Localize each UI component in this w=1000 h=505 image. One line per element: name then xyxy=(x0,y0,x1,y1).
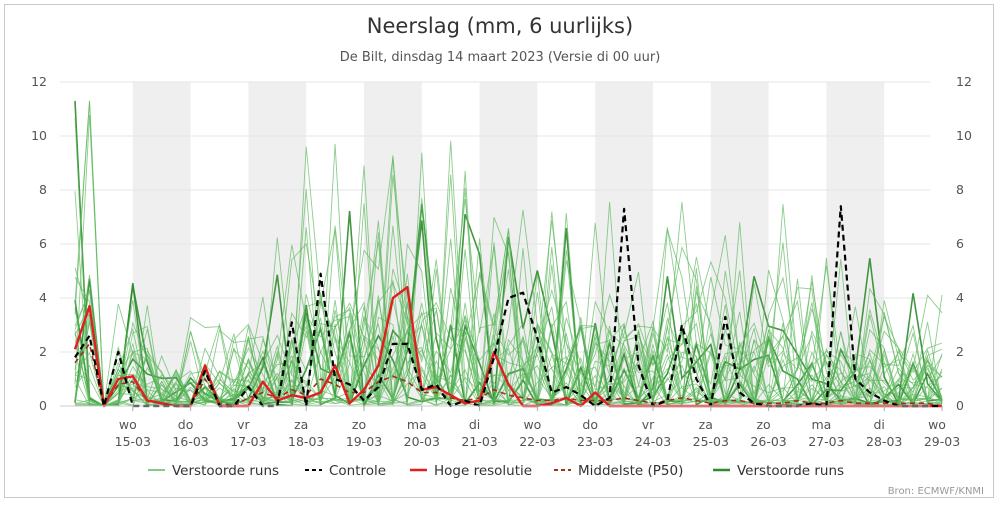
x-tick-date: 23-03 xyxy=(577,434,613,449)
ensemble-member-line xyxy=(74,248,943,407)
x-tick-date: 21-03 xyxy=(461,434,497,449)
x-tick-day: di xyxy=(873,417,884,432)
x-tick-day: zo xyxy=(352,417,366,432)
y-tick-label-right: 12 xyxy=(956,74,972,89)
ensemble-member-line xyxy=(74,170,943,407)
x-tick-day: zo xyxy=(756,417,770,432)
chart-title: Neerslag (mm, 6 uurlijks) xyxy=(367,14,633,38)
y-tick-label-right: 0 xyxy=(956,398,964,413)
axes: 0 0 2 2 4 4 6 6 8 8 10 10 12 12 wo 15-03 do 16-03 vr 17-03 z… xyxy=(31,74,972,449)
y-tick-label-left: 4 xyxy=(39,290,47,305)
x-tick-date: 18-03 xyxy=(288,434,324,449)
x-tick-day: wo xyxy=(119,417,137,432)
x-tick-date: 29-03 xyxy=(924,434,960,449)
legend-label: Controle xyxy=(329,463,386,479)
x-tick-day: wo xyxy=(523,417,541,432)
x-tick-date: 28-03 xyxy=(866,434,902,449)
y-tick-label-left: 12 xyxy=(31,74,47,89)
x-tick-date: 25-03 xyxy=(693,434,729,449)
x-tick-date: 26-03 xyxy=(750,434,786,449)
y-tick-label-right: 2 xyxy=(956,344,964,359)
y-tick-label-right: 8 xyxy=(956,182,964,197)
ensemble-member-line xyxy=(74,203,943,407)
x-tick-date: 24-03 xyxy=(635,434,671,449)
x-tick-day: wo xyxy=(928,417,946,432)
ensemble-member-line xyxy=(74,201,943,407)
x-tick-day: za xyxy=(699,417,713,432)
x-tick-day: di xyxy=(469,417,480,432)
x-tick-date: 22-03 xyxy=(519,434,555,449)
x-tick-day: ma xyxy=(407,417,427,432)
legend-label: Verstoorde runs xyxy=(172,463,279,479)
legend-label: Verstoorde runs xyxy=(737,463,844,479)
x-tick-day: do xyxy=(582,417,598,432)
x-tick-day: ma xyxy=(811,417,831,432)
x-tick-date: 17-03 xyxy=(230,434,266,449)
chart-subtitle: De Bilt, dinsdag 14 maart 2023 (Versie d… xyxy=(340,50,661,65)
y-tick-label-left: 2 xyxy=(39,344,47,359)
y-tick-label-left: 6 xyxy=(39,236,47,251)
legend-label: Hoge resolutie xyxy=(434,463,532,479)
y-tick-label-right: 10 xyxy=(956,128,972,143)
x-tick-date: 20-03 xyxy=(404,434,440,449)
x-tick-date: 19-03 xyxy=(346,434,382,449)
x-tick-day: za xyxy=(294,417,308,432)
x-tick-date: 15-03 xyxy=(115,434,151,449)
legend: Verstoorde runs Controle Hoge resolutie Mid… xyxy=(148,463,844,479)
x-tick-day: do xyxy=(178,417,194,432)
y-tick-label-left: 0 xyxy=(39,398,47,413)
ensemble-member-line xyxy=(74,242,943,407)
x-tick-day: vr xyxy=(237,417,250,432)
y-tick-label-left: 8 xyxy=(39,182,47,197)
x-tick-day: vr xyxy=(642,417,655,432)
legend-label: Middelste (P50) xyxy=(578,463,683,479)
y-tick-label-right: 4 xyxy=(956,290,964,305)
y-tick-label-right: 6 xyxy=(956,236,964,251)
x-tick-date: 16-03 xyxy=(172,434,208,449)
y-tick-label-left: 10 xyxy=(31,128,47,143)
source-credit: Bron: ECMWF/KNMI xyxy=(888,486,984,497)
x-tick-date: 27-03 xyxy=(808,434,844,449)
